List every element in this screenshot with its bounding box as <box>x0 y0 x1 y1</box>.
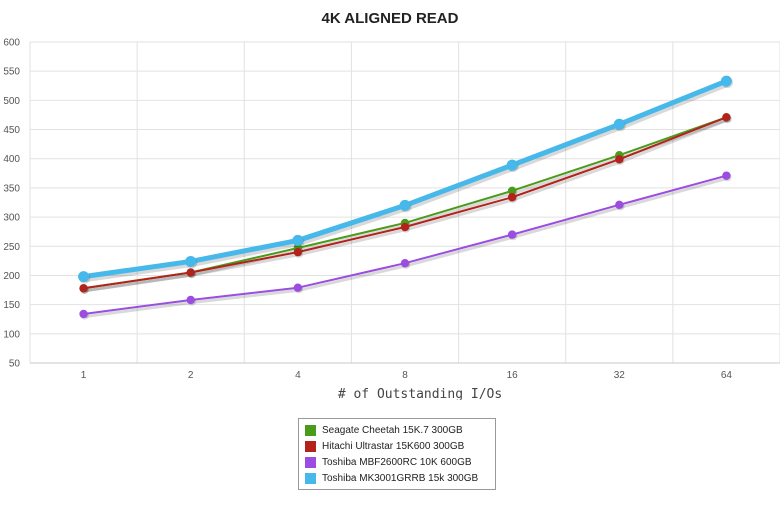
data-point <box>399 199 411 211</box>
legend-label: Seagate Cheetah 15K.7 300GB <box>322 424 463 436</box>
y-tick-label: 500 <box>3 96 20 107</box>
legend-swatch <box>305 456 316 468</box>
data-point <box>186 295 195 305</box>
series-group <box>78 75 733 320</box>
x-axis-label: # of Outstanding I/Os <box>338 387 502 400</box>
y-tick-label: 350 <box>3 183 20 194</box>
data-point <box>720 75 732 87</box>
series-line <box>83 174 727 315</box>
legend-item: Toshiba MK3001GRRB 15k 300GB <box>305 470 489 486</box>
legend-item: Toshiba MBF2600RC 10K 600GB <box>305 454 489 470</box>
x-tick-label: 1 <box>81 370 87 381</box>
x-tick-label: 64 <box>721 370 733 381</box>
y-tick-label: 50 <box>9 359 21 370</box>
series-4 <box>78 75 733 284</box>
data-point <box>506 159 518 171</box>
legend-label: Hitachi Ultrastar 15K600 300GB <box>322 440 465 452</box>
data-point <box>722 113 731 122</box>
y-tick-label: 550 <box>3 67 20 78</box>
y-tick-label: 400 <box>3 154 20 165</box>
data-point <box>292 234 304 246</box>
data-point <box>615 155 624 164</box>
series-line-shadow <box>84 80 730 283</box>
y-tick-label: 100 <box>3 329 20 340</box>
data-point <box>507 230 517 239</box>
legend-item: Hitachi Ultrastar 15K600 300GB <box>305 438 489 454</box>
x-tick-label: 4 <box>295 370 301 381</box>
legend-swatch <box>305 440 316 452</box>
series-2 <box>79 113 732 294</box>
data-point <box>507 193 517 202</box>
data-point <box>293 247 303 257</box>
y-tick-label: 450 <box>3 125 20 136</box>
y-axis-ticks: 50 100 150 200 250 300 350 400 450 500 550 600 <box>3 38 20 370</box>
data-point <box>79 284 88 293</box>
legend-label: Toshiba MBF2600RC 10K 600GB <box>322 456 472 468</box>
series-line <box>83 78 728 280</box>
x-tick-label: 8 <box>402 370 408 381</box>
data-point <box>613 118 625 130</box>
chart-title: 4K ALIGNED READ <box>322 10 459 27</box>
y-tick-label: 250 <box>3 242 20 253</box>
legend: Seagate Cheetah 15K.7 300GB Hitachi Ultra… <box>298 418 496 490</box>
x-axis-ticks: 1 2 4 8 16 32 64 <box>81 370 733 381</box>
data-point <box>78 271 90 283</box>
data-point <box>186 268 195 277</box>
data-point <box>615 200 624 210</box>
y-tick-label: 150 <box>3 300 20 311</box>
series-line-shadow <box>84 176 729 318</box>
legend-item: Seagate Cheetah 15K.7 300GB <box>305 422 489 438</box>
line-chart: 4K ALIGNED READ 50 100 150 200 250 300 350 400 4… <box>3 10 780 400</box>
series-3 <box>79 171 732 320</box>
data-point <box>185 255 197 267</box>
legend-swatch <box>305 424 316 436</box>
data-point <box>400 258 410 268</box>
x-tick-label: 32 <box>614 370 626 381</box>
y-tick-label: 200 <box>3 271 20 282</box>
grid <box>29 41 780 364</box>
data-point <box>79 309 88 319</box>
legend-label: Toshiba MK3001GRRB 15k 300GB <box>322 472 479 484</box>
x-tick-label: 16 <box>507 370 519 381</box>
y-tick-label: 300 <box>3 213 20 224</box>
data-point <box>507 186 517 196</box>
data-point <box>722 171 731 180</box>
data-point <box>400 222 410 232</box>
x-tick-label: 2 <box>188 370 194 381</box>
legend-swatch <box>305 472 316 484</box>
y-tick-label: 600 <box>3 38 20 49</box>
data-point <box>293 283 303 292</box>
